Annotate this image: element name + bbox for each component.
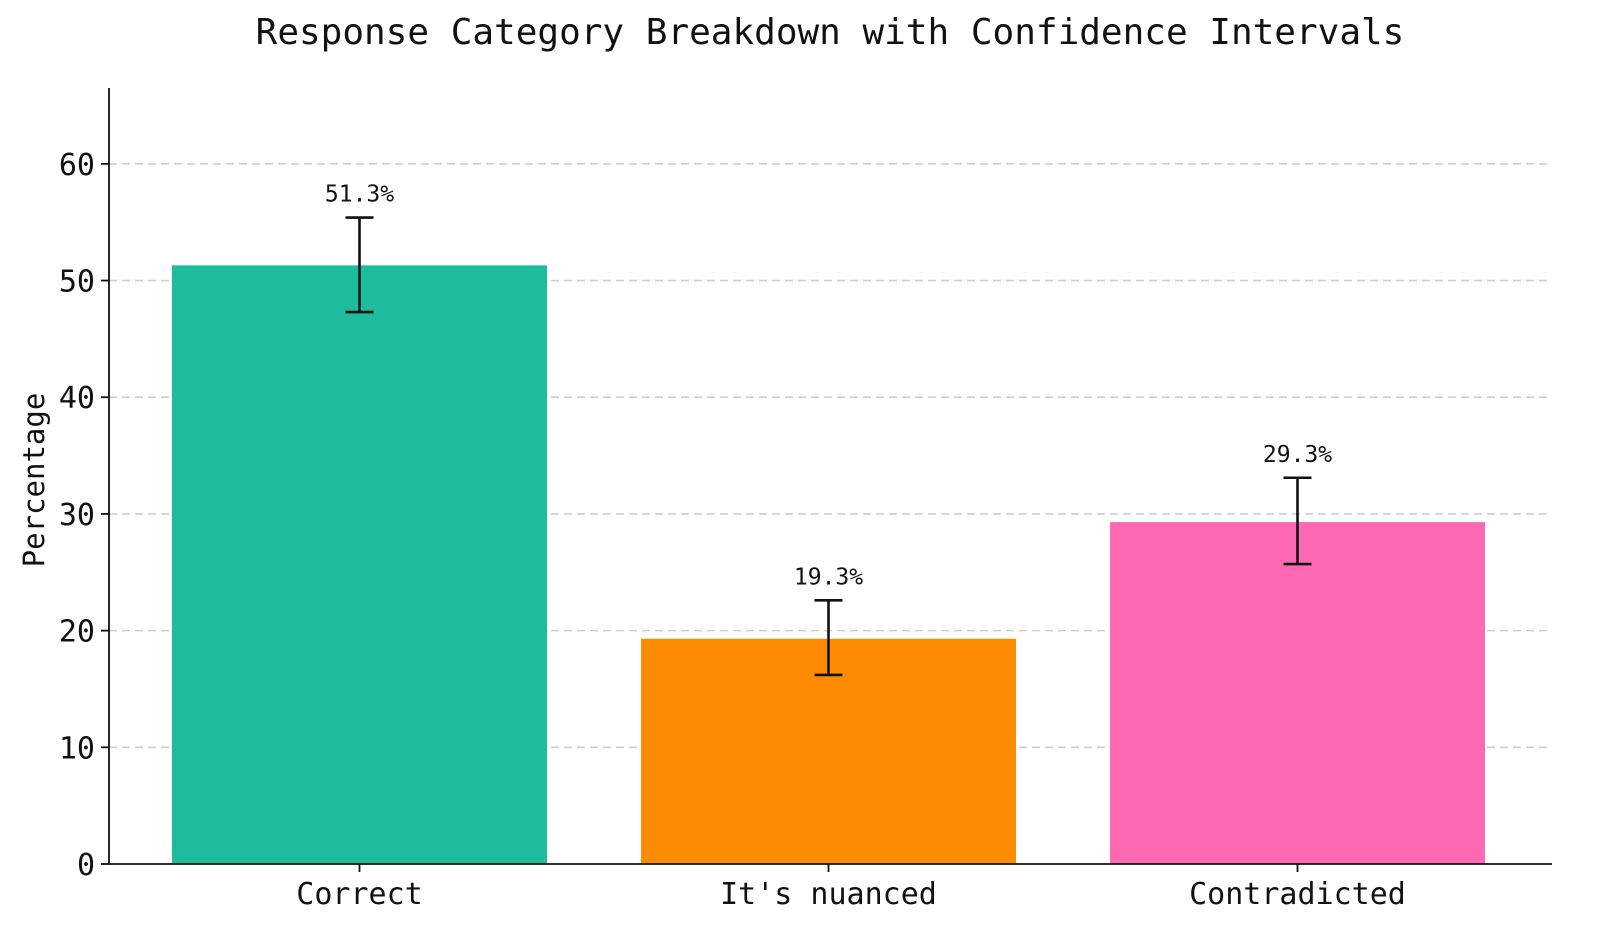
y-tick-label: 0 xyxy=(77,848,95,883)
x-tick-label: It's nuanced xyxy=(720,877,937,912)
y-tick-label: 40 xyxy=(59,381,95,416)
y-axis-label: Percentage xyxy=(17,393,51,568)
data-label: 19.3% xyxy=(794,564,863,590)
bar-layer xyxy=(172,265,1485,864)
data-label-layer: 51.3% 19.3% 29.3% xyxy=(325,182,1332,591)
x-tick-label: Contradicted xyxy=(1189,877,1406,912)
chart-title: Response Category Breakdown with Confide… xyxy=(256,12,1405,53)
y-tick-label: 60 xyxy=(59,148,95,183)
tick-layer: 0 10 20 30 40 50 60 Correct It's nuanced Contradi… xyxy=(59,148,1406,912)
x-tick-label: Correct xyxy=(296,877,422,912)
y-tick-label: 20 xyxy=(59,615,95,650)
y-tick-label: 30 xyxy=(59,498,95,533)
bar-it-s-nuanced xyxy=(641,638,1016,864)
y-tick-label: 10 xyxy=(59,731,95,766)
data-label: 29.3% xyxy=(1263,442,1332,468)
bar-contradicted xyxy=(1110,522,1485,864)
bar-correct xyxy=(172,265,547,864)
data-label: 51.3% xyxy=(325,182,394,208)
error-bar-layer xyxy=(345,216,1312,677)
y-tick-label: 50 xyxy=(59,265,95,300)
axis-layer xyxy=(108,88,1552,865)
